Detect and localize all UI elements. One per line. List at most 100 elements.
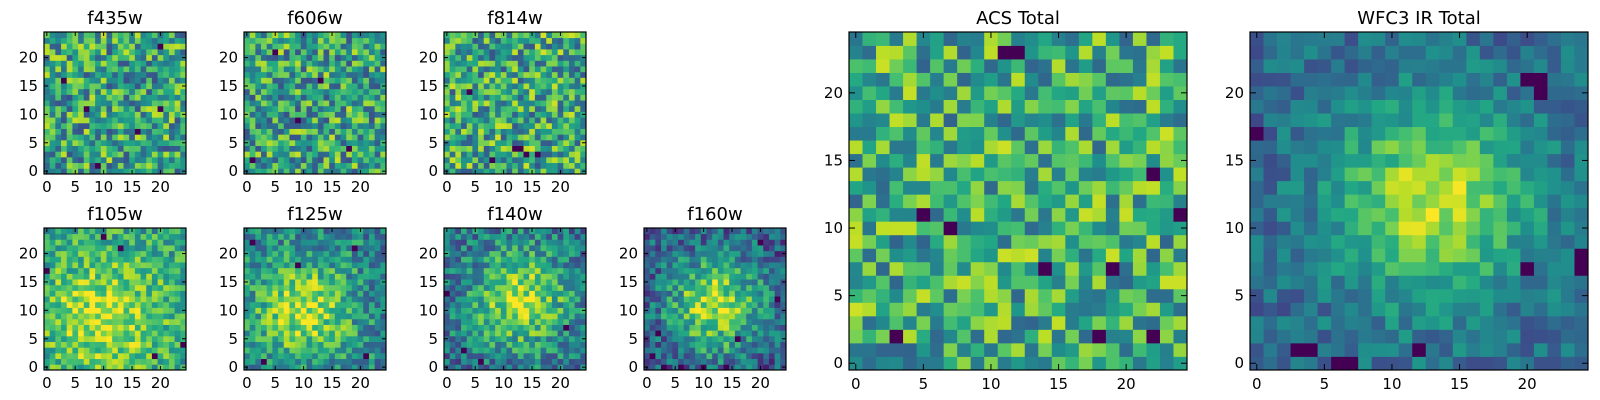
- heatmap-cell: [678, 296, 685, 303]
- heatmap-cell: [449, 71, 456, 78]
- heatmap-cell: [746, 233, 753, 240]
- heatmap-cell: [666, 284, 673, 291]
- heatmap-cell: [357, 43, 364, 50]
- heatmap-cell: [483, 100, 490, 107]
- heatmap-cell: [140, 250, 147, 257]
- heatmap-cell: [368, 111, 376, 118]
- heatmap-cell: [683, 233, 690, 240]
- heatmap-cell: [61, 49, 68, 56]
- heatmap-cell: [466, 228, 473, 235]
- heatmap-cell: [740, 324, 747, 331]
- heatmap-cell: [180, 233, 187, 240]
- heatmap-cell: [340, 83, 347, 90]
- heatmap-cell: [83, 262, 90, 269]
- heatmap-cell: [757, 250, 764, 257]
- heatmap-cell: [751, 245, 758, 252]
- heatmap-cell: [523, 162, 530, 169]
- heatmap-cell: [317, 233, 324, 240]
- heatmap-cell: [346, 66, 353, 73]
- heatmap-cell: [249, 279, 256, 286]
- heatmap-cell: [61, 290, 68, 297]
- heatmap-cell: [506, 256, 513, 263]
- heatmap-cell: [540, 279, 547, 286]
- heatmap-cell: [763, 313, 770, 320]
- heatmap-cell: [930, 288, 945, 303]
- heatmap-cell: [323, 66, 330, 73]
- heatmap-cell: [1024, 315, 1039, 330]
- heatmap-cell: [66, 105, 73, 112]
- heatmap-cell: [357, 307, 364, 314]
- heatmap-cell: [970, 180, 985, 195]
- heatmap-cells-f160w: [644, 228, 787, 371]
- heatmap-cell: [1159, 315, 1174, 330]
- heatmap-cell: [100, 94, 107, 101]
- panel-title: f435w: [87, 8, 142, 29]
- heatmap-cell: [1105, 329, 1120, 344]
- heatmap-cell: [500, 71, 507, 78]
- x-tick-label: 15: [122, 374, 141, 392]
- x-tick-label: 0: [242, 178, 252, 196]
- heatmap-cell: [580, 145, 587, 152]
- heatmap-cell: [368, 122, 376, 129]
- heatmap-cell: [255, 128, 262, 135]
- heatmap-cell: [95, 273, 102, 280]
- heatmap-cell: [1119, 194, 1134, 209]
- heatmap-cell: [455, 32, 462, 39]
- x-tick-label: 5: [270, 374, 280, 392]
- heatmap-cell: [478, 122, 485, 129]
- heatmap-cell: [455, 301, 462, 308]
- heatmap-cell: [483, 290, 490, 297]
- heatmap-cell: [557, 267, 564, 274]
- heatmap-cell: [1173, 315, 1188, 330]
- heatmap-cell: [157, 324, 164, 331]
- heatmap-cell: [117, 100, 124, 107]
- heatmap-cell: [140, 256, 147, 263]
- heatmap-cell: [306, 105, 313, 112]
- heatmap-cell: [483, 162, 490, 169]
- heatmap-cell: [180, 273, 187, 280]
- heatmap-cell: [466, 279, 473, 286]
- heatmap-cell: [334, 364, 341, 371]
- heatmap-cell: [449, 313, 456, 320]
- heatmap-cell: [117, 347, 124, 354]
- heatmap-cell: [146, 145, 153, 152]
- heatmap-cell: [283, 239, 290, 246]
- heatmap-cell: [889, 153, 904, 168]
- heatmap-cell: [740, 256, 747, 263]
- heatmap-cell: [957, 248, 972, 263]
- heatmap-cell: [523, 296, 530, 303]
- heatmap-cell: [763, 364, 770, 371]
- heatmap-cell: [849, 288, 863, 303]
- heatmap-cell: [255, 228, 262, 235]
- heatmap-cell: [740, 233, 747, 240]
- heatmap-cell: [1011, 288, 1026, 303]
- heatmap-cell: [283, 43, 290, 50]
- heatmap-cell: [706, 267, 713, 274]
- heatmap-cell: [89, 273, 96, 280]
- heatmap-cell: [517, 128, 524, 135]
- heatmap-cell: [112, 71, 119, 78]
- heatmap-cell: [700, 284, 707, 291]
- heatmap-cell: [151, 32, 158, 39]
- heatmap-cell: [363, 262, 370, 269]
- heatmap-cell: [478, 94, 485, 101]
- heatmap-cell: [500, 43, 507, 50]
- heatmap-cell: [346, 134, 353, 141]
- heatmap-cell: [272, 145, 279, 152]
- heatmap-cells-f606w: [244, 32, 387, 175]
- heatmap-cell: [574, 134, 581, 141]
- heatmap-cell: [146, 134, 153, 141]
- heatmap-cell: [351, 347, 358, 354]
- heatmap-cell: [723, 335, 730, 342]
- heatmap-cell: [1092, 261, 1107, 276]
- heatmap-cell: [66, 43, 73, 50]
- heatmap-cell: [49, 94, 56, 101]
- heatmap-cell: [266, 228, 273, 235]
- heatmap-cell: [517, 122, 524, 129]
- heatmap-cell: [300, 324, 307, 331]
- heatmap-cell: [655, 239, 662, 246]
- heatmap-cell: [661, 313, 668, 320]
- heatmap-cell: [146, 77, 153, 84]
- heatmap-cell: [174, 239, 181, 246]
- heatmap-cell: [61, 296, 68, 303]
